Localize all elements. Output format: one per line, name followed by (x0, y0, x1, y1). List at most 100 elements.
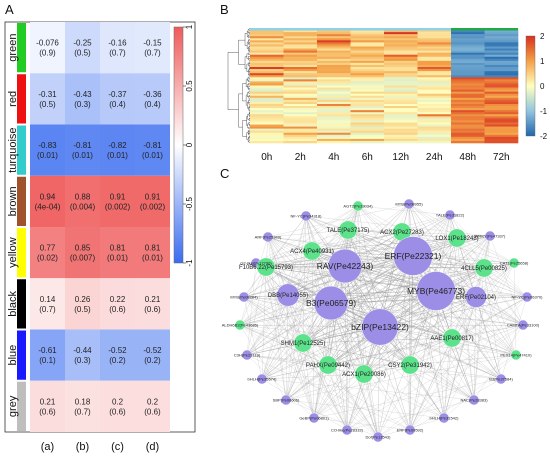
expression-cell (350, 60, 385, 64)
expression-cell (384, 77, 418, 80)
p-value: (0.5) (39, 100, 56, 109)
expression-cell (451, 101, 485, 105)
correlation-colorbar-ticks: 1 0.5 0 -0.5 -1 (183, 24, 194, 267)
expression-cell (484, 50, 519, 53)
p-value: (0.5) (74, 305, 91, 314)
expression-cell (283, 64, 318, 68)
expression-cell (451, 62, 485, 66)
expression-cell (417, 30, 452, 33)
expression-cell (384, 97, 418, 101)
time-point-label: 4h (328, 152, 339, 163)
expression-cell (317, 120, 351, 123)
network-edge (267, 236, 502, 380)
network-edge (243, 296, 263, 380)
expression-cell (384, 73, 418, 76)
network-edge (330, 302, 348, 431)
network-edge (267, 236, 329, 366)
network-edge (246, 342, 304, 356)
network-edge (357, 205, 475, 401)
network-edge (409, 364, 475, 401)
network-node-label: GeBP(Pe06801) (299, 415, 329, 420)
network-edge (344, 214, 451, 267)
p-value: (0.002) (105, 202, 131, 211)
network-node (442, 328, 462, 348)
network-edge (246, 354, 315, 419)
expression-cell (384, 50, 418, 53)
network-node (276, 283, 300, 307)
network-edge (267, 236, 515, 264)
expression-cell (350, 101, 385, 105)
expression-cell (250, 73, 284, 76)
correlation-value: 0.2 (112, 397, 124, 406)
expression-cell (384, 67, 418, 70)
expression-cell (417, 124, 452, 127)
correlation-value: -0.076 (36, 39, 59, 48)
expression-cell (350, 54, 385, 58)
expression-cell (417, 130, 452, 134)
expression-cell (250, 38, 284, 41)
expression-cell (417, 83, 452, 86)
p-value: (0.02) (37, 254, 58, 263)
expression-cell (283, 38, 318, 41)
network-edge (261, 378, 475, 401)
network-edge (285, 215, 307, 401)
expression-cell (484, 89, 519, 92)
expression-cell (317, 130, 351, 134)
expression-cell (350, 112, 385, 115)
network-edge (311, 250, 348, 431)
expression-cell (283, 48, 318, 51)
expression-cell (250, 79, 284, 82)
expression-cell (317, 44, 351, 47)
expression-cell (250, 124, 284, 127)
correlation-value: -0.61 (38, 346, 57, 355)
correlation-cell (30, 227, 65, 279)
expression-cell (451, 97, 485, 101)
expression-cell (350, 126, 385, 129)
network-edge (261, 235, 491, 380)
time-point-label: 24h (426, 152, 443, 163)
expression-cell (350, 58, 385, 62)
network-edge (265, 266, 453, 339)
network-edge (243, 296, 381, 328)
network-node-label: F10B6.22(Pe15793) (239, 265, 293, 271)
expression-cell (350, 42, 385, 45)
expression-cell (250, 126, 284, 129)
expression-cell (384, 120, 418, 123)
network-edge (451, 324, 524, 339)
network-edge (305, 215, 517, 356)
network-node (302, 241, 322, 261)
network-edge (246, 354, 411, 431)
network-edge (285, 373, 365, 401)
network-edge (344, 265, 517, 356)
correlation-value: 0.21 (40, 397, 56, 406)
network-edge (311, 205, 359, 252)
network-edge (261, 266, 267, 380)
expression-cell (283, 101, 318, 105)
network-edge (330, 302, 524, 326)
network-edge (261, 290, 437, 380)
expression-cell (384, 140, 418, 144)
expression-cell (451, 140, 485, 144)
expression-cell (417, 99, 452, 103)
expression-cell (384, 114, 418, 117)
expression-cell (250, 30, 284, 33)
expression-cell (384, 124, 418, 127)
expression-cell (283, 85, 318, 88)
correlation-cell (65, 380, 100, 432)
module-strip-yellow (17, 228, 26, 278)
expression-cell (484, 108, 519, 111)
network-edge (346, 205, 359, 431)
expression-cell (451, 116, 485, 119)
expression-cell (417, 89, 452, 92)
correlation-cell (100, 227, 135, 279)
expression-top-band (451, 28, 518, 31)
network-node-label: ACX1(Pe20086) (342, 372, 386, 378)
expression-cell (250, 128, 284, 131)
expression-cell (484, 93, 519, 97)
expression-cell (451, 103, 485, 107)
correlation-value: -0.52 (143, 346, 162, 355)
network-edge (451, 296, 528, 339)
expression-cell (317, 52, 351, 55)
expression-cell (283, 77, 318, 80)
expression-cell (384, 48, 418, 51)
